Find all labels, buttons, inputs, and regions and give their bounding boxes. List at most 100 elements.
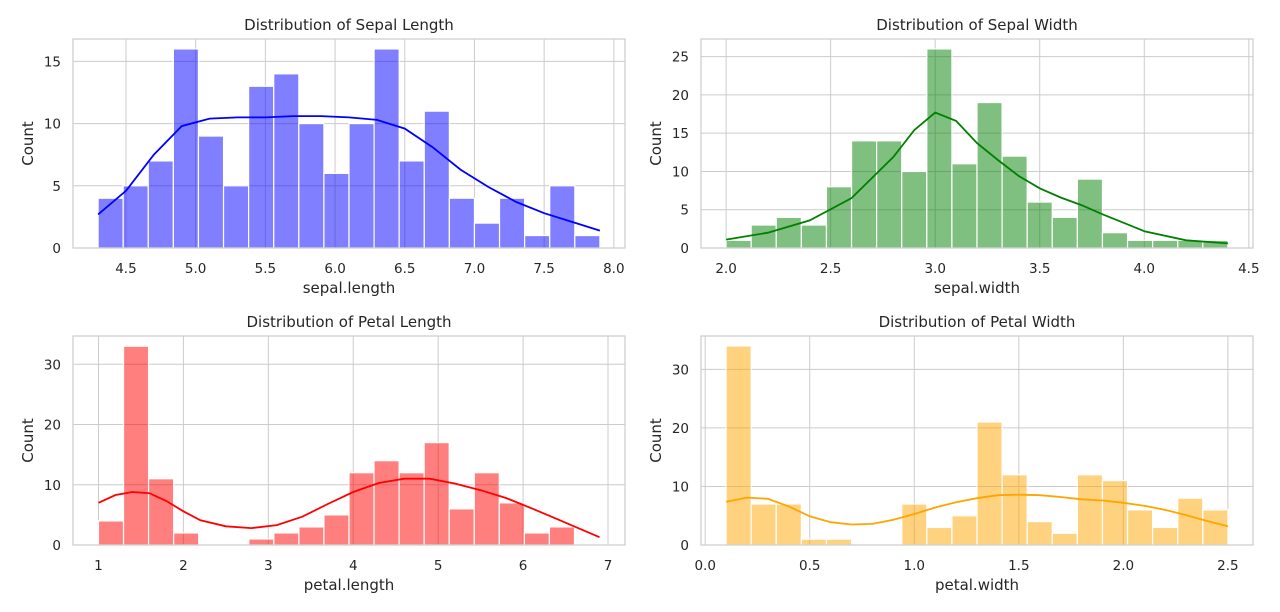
axes-frame bbox=[700, 38, 1254, 249]
x-tick-label: 3 bbox=[264, 558, 273, 574]
y-tick-label: 20 bbox=[672, 88, 689, 104]
histogram-bar bbox=[524, 234, 551, 249]
y-axis-label: Count bbox=[19, 121, 37, 166]
histogram-bar bbox=[725, 239, 752, 249]
histogram-bar bbox=[976, 101, 1003, 249]
x-tick-label: 0.5 bbox=[799, 558, 820, 574]
histogram-bar bbox=[825, 186, 853, 249]
histogram-bar bbox=[901, 170, 928, 249]
histogram-bar bbox=[1076, 178, 1104, 249]
y-tick-label: 5 bbox=[52, 179, 61, 195]
histogram-bar bbox=[523, 532, 551, 546]
y-axis-label: Count bbox=[19, 418, 37, 463]
x-tick-label: 6 bbox=[519, 558, 528, 574]
x-tick-label: 5 bbox=[434, 558, 443, 574]
histogram-bar bbox=[122, 185, 149, 249]
x-axis-label: petal.length bbox=[304, 576, 395, 594]
histogram-bar bbox=[273, 73, 300, 249]
x-tick-label: 2 bbox=[179, 558, 188, 574]
kde-line bbox=[97, 115, 601, 232]
histogram-bar bbox=[172, 48, 200, 249]
histogram-bar bbox=[1076, 474, 1104, 546]
y-tick-label: 10 bbox=[44, 478, 61, 494]
histogram-bar bbox=[1051, 532, 1078, 546]
y-tick-label: 15 bbox=[672, 126, 689, 142]
y-tick-label: 0 bbox=[680, 538, 689, 554]
histogram-bar bbox=[725, 345, 752, 546]
chart-title: Distribution of Sepal Length bbox=[244, 16, 454, 34]
histogram-bar bbox=[348, 472, 375, 546]
x-tick-label: 5.0 bbox=[185, 261, 206, 277]
histogram-bar bbox=[398, 160, 425, 249]
histogram-bar bbox=[348, 122, 375, 249]
histogram-bar bbox=[147, 160, 174, 249]
histogram-bar bbox=[926, 526, 953, 546]
x-tick-label: 1.5 bbox=[1008, 558, 1029, 574]
histogram-bar bbox=[901, 503, 928, 546]
x-tick-label: 1.0 bbox=[904, 558, 925, 574]
histogram-bar bbox=[423, 442, 450, 546]
y-tick-label: 30 bbox=[672, 362, 689, 378]
x-tick-label: 2.0 bbox=[715, 261, 736, 277]
histogram-bar bbox=[373, 460, 400, 546]
y-tick-label: 10 bbox=[672, 164, 689, 180]
histogram-bar bbox=[222, 185, 250, 249]
x-tick-label: 7.0 bbox=[464, 261, 485, 277]
x-axis-label: sepal.length bbox=[303, 279, 396, 297]
y-tick-label: 5 bbox=[680, 203, 689, 219]
histogram-bar bbox=[147, 478, 175, 546]
histogram-bar bbox=[473, 222, 501, 249]
histogram-bar bbox=[248, 85, 275, 249]
histogram-bar bbox=[1126, 239, 1154, 249]
x-tick-label: 8.0 bbox=[603, 261, 624, 277]
chart-title: Distribution of Petal Length bbox=[247, 313, 452, 331]
y-tick-label: 20 bbox=[44, 418, 61, 434]
y-tick-label: 30 bbox=[44, 357, 61, 373]
histogram-bar bbox=[750, 224, 777, 249]
x-tick-label: 2.5 bbox=[1217, 558, 1238, 574]
x-tick-label: 6.5 bbox=[394, 261, 415, 277]
y-axis-label: Count bbox=[647, 418, 665, 463]
y-axis-label: Count bbox=[647, 121, 665, 166]
x-tick-label: 4.0 bbox=[1134, 261, 1155, 277]
histogram-bar bbox=[750, 503, 777, 546]
histogram-bar bbox=[1026, 201, 1053, 249]
histogram-bar bbox=[323, 172, 350, 249]
histogram-bar bbox=[423, 110, 450, 249]
x-tick-label: 7.5 bbox=[533, 261, 554, 277]
histogram-bar bbox=[398, 472, 425, 546]
histogram-bar bbox=[298, 122, 325, 249]
histogram-bar bbox=[951, 163, 978, 249]
subplot-4: 0.0 0.5 1.0 1.5 2.0 2.5 0 10 20 30 Distribution of… bbox=[647, 313, 1254, 594]
histogram-bar bbox=[1026, 520, 1053, 546]
x-tick-label: 2.5 bbox=[820, 261, 841, 277]
histogram-bar bbox=[775, 216, 802, 249]
x-tick-label: 7 bbox=[604, 558, 613, 574]
x-tick-label: 3.5 bbox=[1029, 261, 1050, 277]
subplot-1: 4.5 5.0 5.5 6.0 6.5 7.0 7.5 8.0 0 5 10 15 Distributi… bbox=[19, 16, 626, 297]
axes-frame bbox=[700, 335, 1254, 546]
kde-line bbox=[725, 111, 1228, 245]
histogram-bar bbox=[173, 532, 200, 546]
x-tick-label: 6.0 bbox=[324, 261, 345, 277]
x-axis-label: sepal.width bbox=[934, 279, 1020, 297]
histogram-bar bbox=[197, 135, 225, 249]
y-tick-label: 10 bbox=[672, 479, 689, 495]
histogram-bar bbox=[1152, 526, 1179, 546]
chart-title: Distribution of Sepal Width bbox=[876, 16, 1077, 34]
x-tick-label: 4.5 bbox=[1238, 261, 1259, 277]
histogram-bar bbox=[951, 515, 978, 546]
y-tick-label: 0 bbox=[680, 241, 689, 257]
histogram-bar bbox=[298, 526, 325, 546]
x-tick-label: 4 bbox=[349, 558, 358, 574]
histogram-bar bbox=[273, 532, 300, 546]
histogram-bar bbox=[1001, 474, 1028, 546]
histogram-bar bbox=[373, 48, 400, 249]
histogram-bar bbox=[800, 224, 828, 249]
histogram-bar bbox=[498, 502, 525, 546]
x-tick-label: 1 bbox=[94, 558, 103, 574]
histogram-bar bbox=[473, 472, 500, 546]
histogram-bar bbox=[97, 520, 125, 546]
x-tick-label: 5.5 bbox=[255, 261, 276, 277]
